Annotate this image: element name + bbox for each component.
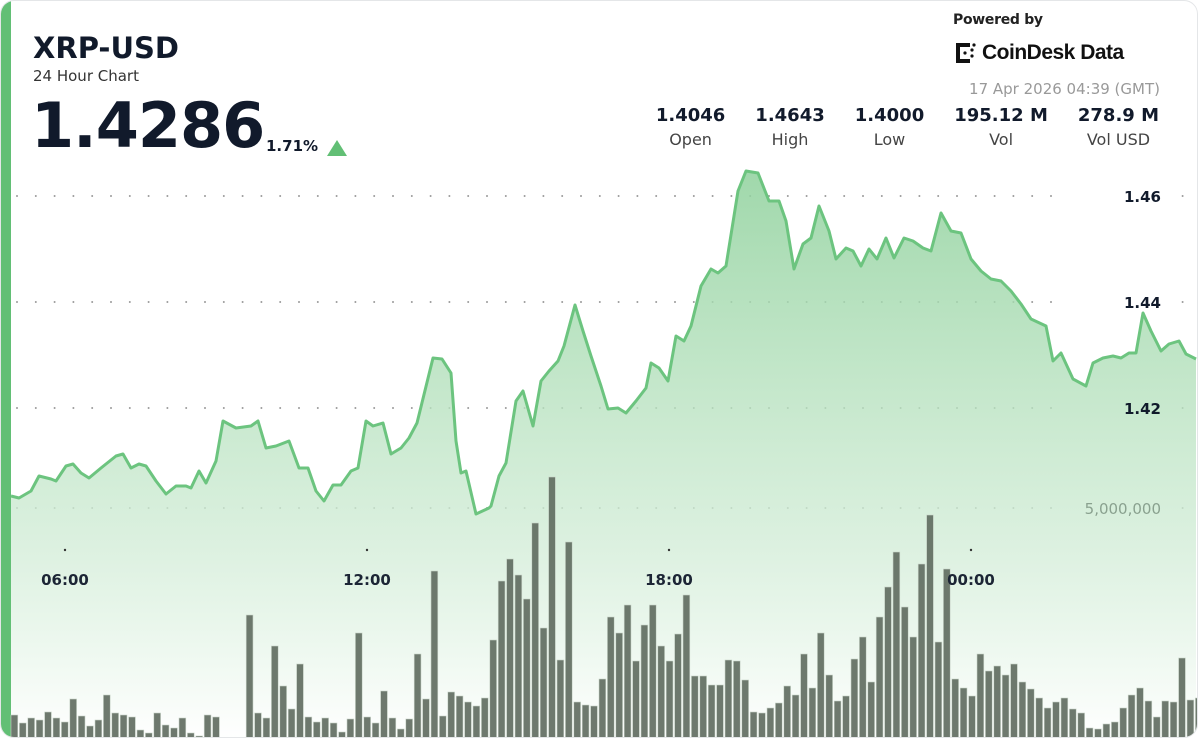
y-tick-1-46: 1.46	[1124, 188, 1161, 206]
stat-label: Low	[873, 130, 906, 149]
stat-label: Vol	[989, 130, 1014, 149]
y-tick-1-44: 1.44	[1124, 294, 1161, 312]
brand-name: CoinDesk Data	[982, 41, 1124, 64]
price-line	[10, 169, 1197, 516]
up-arrow-icon	[327, 140, 347, 156]
stat-vol-usd: 278.9 M Vol USD	[1078, 105, 1159, 149]
y-tick-1-42: 1.42	[1124, 400, 1161, 418]
stats-row: 1.4046 Open 1.4643 High 1.4000 Low 195.1…	[626, 105, 1159, 149]
volume-bars	[10, 476, 1197, 737]
stat-value: 1.4046	[655, 105, 726, 126]
powered-by-label: Powered by	[953, 12, 1043, 28]
current-price: 1.4286	[31, 89, 265, 162]
coindesk-logo-icon	[956, 43, 976, 63]
y-axis-labels: 1.46 1.44 1.42 5,000,000	[1085, 188, 1161, 518]
chart-subtitle: 24 Hour Chart	[33, 67, 139, 85]
change-percent: 1.71%	[266, 137, 319, 155]
stat-vol: 195.12 M Vol	[954, 105, 1048, 149]
brand-logo[interactable]: CoinDesk Data	[954, 41, 1124, 65]
stat-label: Open	[669, 130, 712, 149]
x-tick-0000: 00:00	[947, 571, 995, 589]
timestamp: 17 Apr 2026 04:39 (GMT)	[969, 80, 1160, 98]
symbol-title: XRP-USD	[33, 31, 179, 65]
stat-value: 1.4643	[755, 105, 825, 126]
stat-high: 1.4643 High	[755, 105, 824, 149]
stat-value: 278.9 M	[1077, 105, 1159, 126]
stat-open: 1.4046 Open	[656, 105, 725, 149]
x-tick-1200: 12:00	[343, 571, 391, 589]
price-area	[11, 171, 1196, 737]
stat-value: 1.4000	[854, 105, 925, 126]
accent-bar	[1, 1, 11, 737]
stat-label: Vol USD	[1086, 130, 1151, 149]
x-tick-0600: 06:00	[41, 571, 89, 589]
volume-tick: 5,000,000	[1085, 500, 1161, 518]
x-tick-1800: 18:00	[645, 571, 693, 589]
x-axis-labels: 06:00 12:00 18:00 00:00	[41, 548, 995, 589]
stat-low: 1.4000 Low	[855, 105, 924, 149]
stat-value: 195.12 M	[954, 105, 1048, 126]
stat-label: High	[771, 130, 809, 149]
